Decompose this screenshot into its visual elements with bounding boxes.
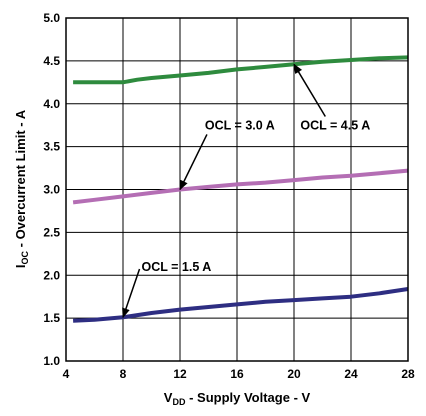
annotation-label-1: OCL = 1.5 A — [142, 260, 212, 274]
annotation-arrow-2 — [179, 134, 208, 191]
y-tick-label: 4.5 — [43, 54, 60, 68]
plot-frame — [65, 17, 409, 362]
annotation-label-2: OCL = 3.0 A — [205, 118, 275, 132]
x-tick-label: 4 — [63, 367, 70, 381]
annotation-arrow-3 — [293, 63, 326, 117]
y-tick-label: 1.5 — [43, 311, 60, 325]
x-tick-label: 16 — [230, 367, 244, 381]
x-tick-label: 8 — [120, 367, 127, 381]
x-tick-label: 20 — [287, 367, 301, 381]
y-tick-label: 5.0 — [43, 11, 60, 25]
series-line-1 — [73, 55, 409, 85]
series-line-2 — [72, 168, 409, 205]
x-tick-label: 12 — [173, 367, 187, 381]
y-axis-label: IOC - Overcurrent Limit - A — [13, 109, 30, 268]
x-axis-label: VDD - Supply Voltage - V — [164, 390, 311, 407]
y-tick-label: 3.5 — [43, 140, 60, 154]
annotation-layer: OCL = 1.5 A OCL = 3.0 A OCL = 4.5 A — [122, 63, 370, 319]
annotation-arrow-1 — [122, 268, 141, 319]
y-tick-label: 3.0 — [43, 183, 60, 197]
annotation-label-3: OCL = 4.5 A — [300, 118, 370, 132]
x-tick-label: 24 — [344, 367, 358, 381]
tick-labels: 4 8 12 16 20 24 28 1.0 1.5 2.0 2.5 3.0 3.5 4.0 4.5 5.0 — [43, 11, 415, 381]
y-tick-label: 2.0 — [43, 268, 60, 282]
y-tick-label: 1.0 — [43, 354, 60, 368]
x-tick-label: 28 — [401, 367, 415, 381]
y-tick-label: 4.0 — [43, 97, 60, 111]
y-tick-label: 2.5 — [43, 225, 60, 239]
